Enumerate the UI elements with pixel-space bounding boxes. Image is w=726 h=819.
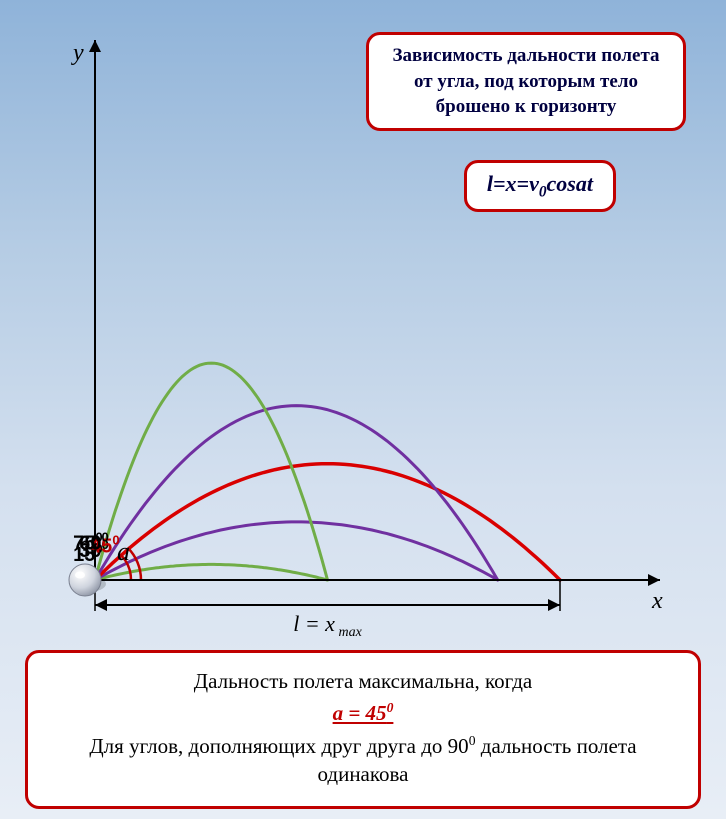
formula-text: l=x=v0cosat [487, 171, 593, 196]
formula-box: l=x=v0cosat [464, 160, 616, 212]
svg-text:l = x max: l = x max [293, 611, 362, 640]
trajectory-curves [95, 363, 560, 580]
title-box: Зависимость дальности полета от угла, по… [366, 32, 686, 131]
conclusion-emph: a = 450 [333, 699, 394, 727]
conclusion-line1: Дальность полета максимальна, когда [42, 667, 684, 695]
title-line: Зависимость дальности полета [385, 43, 667, 69]
range-dimension-line: l = x max [95, 580, 560, 640]
conclusion-box: Дальность полета максимальна, когда a = … [25, 650, 701, 809]
conclusion-line2: Для углов, дополняющих друг друга до 900… [42, 732, 684, 789]
title-line: брошено к горизонту [385, 94, 667, 120]
title-line: от угла, под которым тело [385, 69, 667, 95]
svg-text:y: y [71, 40, 84, 66]
svg-text:x: x [651, 588, 663, 614]
